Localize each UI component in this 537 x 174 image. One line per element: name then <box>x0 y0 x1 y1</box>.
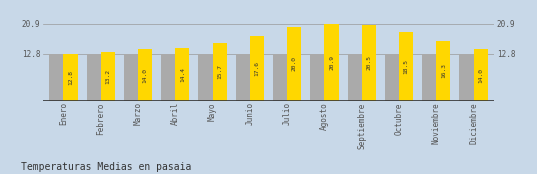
Bar <box>175 48 190 101</box>
Text: 14.0: 14.0 <box>478 68 483 82</box>
Bar <box>236 54 250 101</box>
Bar <box>138 49 152 101</box>
Bar <box>436 41 451 101</box>
Text: 20.0: 20.0 <box>292 56 297 71</box>
Bar <box>198 54 213 101</box>
Text: Temperaturas Medias en pasaia: Temperaturas Medias en pasaia <box>21 162 192 172</box>
Bar <box>101 52 115 101</box>
Bar <box>385 54 399 101</box>
Text: 14.0: 14.0 <box>143 68 148 82</box>
Bar <box>49 54 63 101</box>
Bar <box>63 54 78 101</box>
Text: 18.5: 18.5 <box>404 59 409 74</box>
Bar <box>161 54 175 101</box>
Text: 14.4: 14.4 <box>180 67 185 82</box>
Bar <box>324 23 339 101</box>
Bar <box>422 54 436 101</box>
Text: 20.5: 20.5 <box>366 56 371 70</box>
Bar <box>273 54 287 101</box>
Bar <box>213 43 227 101</box>
Bar <box>250 36 264 101</box>
Text: 16.3: 16.3 <box>441 63 446 78</box>
Bar <box>347 54 362 101</box>
Text: 12.8: 12.8 <box>68 70 73 85</box>
Bar <box>362 25 376 101</box>
Text: 17.6: 17.6 <box>255 61 259 76</box>
Text: 20.9: 20.9 <box>329 55 334 70</box>
Bar <box>399 32 413 101</box>
Bar <box>459 54 474 101</box>
Bar <box>124 54 138 101</box>
Bar <box>86 54 101 101</box>
Text: 13.2: 13.2 <box>105 69 110 84</box>
Text: 15.7: 15.7 <box>217 64 222 79</box>
Bar <box>287 27 301 101</box>
Bar <box>310 54 324 101</box>
Bar <box>474 49 488 101</box>
